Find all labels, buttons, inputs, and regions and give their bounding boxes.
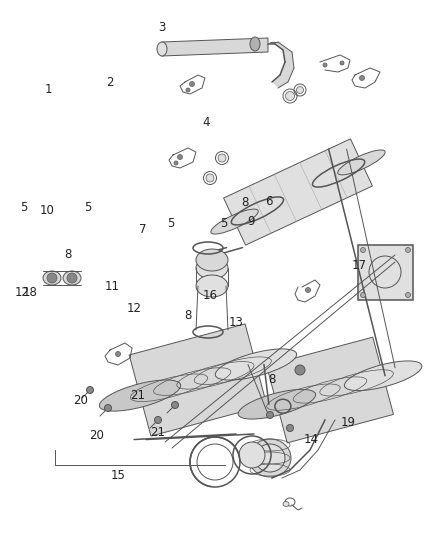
Text: 5: 5	[84, 201, 91, 214]
Text: 8: 8	[185, 309, 192, 322]
Ellipse shape	[286, 424, 293, 432]
Ellipse shape	[250, 37, 260, 51]
Text: 10: 10	[40, 204, 55, 217]
Text: 16: 16	[203, 289, 218, 302]
Ellipse shape	[43, 271, 61, 285]
Text: 1: 1	[44, 83, 52, 96]
Ellipse shape	[255, 444, 285, 472]
Polygon shape	[268, 42, 294, 88]
Ellipse shape	[297, 86, 304, 93]
Ellipse shape	[338, 150, 385, 175]
Ellipse shape	[360, 76, 364, 80]
Ellipse shape	[344, 361, 422, 391]
Bar	[358, 245, 413, 300]
Ellipse shape	[99, 380, 181, 411]
Text: 9: 9	[247, 215, 254, 228]
Ellipse shape	[157, 42, 167, 56]
Ellipse shape	[116, 351, 120, 357]
Ellipse shape	[215, 349, 297, 380]
Text: 3: 3	[159, 21, 166, 34]
Ellipse shape	[105, 405, 112, 411]
Ellipse shape	[196, 275, 228, 297]
Ellipse shape	[206, 174, 214, 182]
Ellipse shape	[177, 155, 183, 159]
Ellipse shape	[295, 365, 305, 375]
Polygon shape	[223, 139, 372, 245]
Text: 20: 20	[89, 430, 104, 442]
Ellipse shape	[305, 287, 311, 293]
Ellipse shape	[283, 502, 289, 506]
Text: 5: 5	[167, 217, 174, 230]
Ellipse shape	[186, 88, 190, 92]
Ellipse shape	[406, 247, 410, 253]
Text: 18: 18	[22, 286, 37, 298]
Text: 2: 2	[106, 76, 113, 89]
Text: 19: 19	[341, 416, 356, 429]
Text: 6: 6	[265, 195, 273, 208]
Text: 5: 5	[21, 201, 28, 214]
Text: 5: 5	[220, 217, 227, 230]
Text: 21: 21	[150, 426, 165, 439]
Ellipse shape	[360, 293, 365, 297]
Text: 13: 13	[228, 316, 243, 329]
Text: 21: 21	[131, 389, 145, 402]
Text: 8: 8	[242, 196, 249, 209]
Ellipse shape	[190, 82, 194, 86]
Text: 17: 17	[352, 259, 367, 272]
Ellipse shape	[47, 273, 57, 283]
Ellipse shape	[360, 247, 365, 253]
Ellipse shape	[67, 273, 77, 283]
Polygon shape	[129, 324, 267, 436]
Ellipse shape	[238, 390, 316, 419]
Ellipse shape	[218, 154, 226, 162]
Ellipse shape	[406, 293, 410, 297]
Text: 7: 7	[138, 223, 146, 236]
Ellipse shape	[266, 411, 273, 418]
Polygon shape	[162, 38, 268, 56]
Text: 14: 14	[304, 433, 318, 446]
Polygon shape	[266, 337, 393, 443]
Text: 12: 12	[127, 302, 142, 314]
Ellipse shape	[211, 209, 258, 234]
Text: 15: 15	[111, 469, 126, 482]
Text: 20: 20	[74, 394, 88, 407]
Text: 8: 8	[64, 248, 71, 261]
Ellipse shape	[249, 439, 291, 477]
Ellipse shape	[86, 386, 93, 393]
Ellipse shape	[155, 416, 162, 424]
Ellipse shape	[323, 63, 327, 67]
Ellipse shape	[174, 161, 178, 165]
Text: 11: 11	[104, 280, 119, 293]
Ellipse shape	[239, 442, 265, 468]
Ellipse shape	[340, 61, 344, 65]
Ellipse shape	[196, 257, 228, 279]
Text: 12: 12	[14, 286, 29, 298]
Text: 8: 8	[268, 373, 275, 386]
Ellipse shape	[63, 271, 81, 285]
Ellipse shape	[286, 92, 294, 101]
Ellipse shape	[172, 401, 179, 408]
Ellipse shape	[196, 249, 228, 271]
Text: 4: 4	[202, 116, 210, 129]
